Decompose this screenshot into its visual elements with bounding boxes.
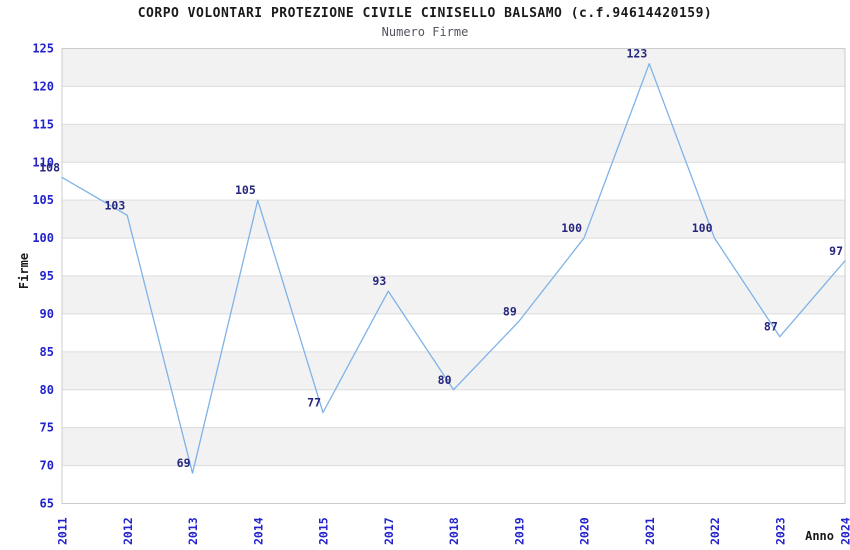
y-tick-label: 100	[32, 231, 54, 245]
x-tick-label: 2012	[121, 517, 135, 545]
x-axis-title: Anno	[805, 529, 834, 543]
x-tick-label: 2015	[317, 517, 331, 545]
data-line	[61, 63, 846, 474]
point-label: 100	[561, 221, 582, 235]
plot-band	[62, 124, 845, 163]
plot-band	[62, 276, 845, 314]
point-label: 69	[177, 456, 191, 470]
chart-title: CORPO VOLONTARI PROTEZIONE CIVILE CINISE…	[137, 6, 713, 21]
y-tick-label: 70	[40, 459, 54, 473]
y-tick-label: 80	[40, 383, 54, 397]
y-tick-label: 115	[32, 117, 54, 131]
plot-band	[62, 427, 845, 466]
y-tick-label: 95	[40, 269, 54, 283]
x-tick-label: 2024	[839, 517, 850, 545]
x-tick-label: 2014	[251, 517, 265, 545]
point-label: 89	[503, 305, 517, 319]
x-tick-label: 2022	[708, 517, 722, 545]
x-tick-label: 2023	[773, 517, 787, 545]
point-label: 105	[235, 183, 256, 197]
y-tick-label: 120	[32, 79, 54, 93]
y-axis-title: Firme	[17, 252, 32, 290]
point-label: 103	[104, 198, 125, 212]
plot-band	[62, 48, 845, 87]
x-tick-label: 2019	[512, 517, 526, 545]
point-label: 100	[692, 221, 713, 235]
x-tick-label: 2018	[447, 517, 461, 545]
point-label: 80	[438, 373, 452, 387]
point-label: 93	[372, 274, 386, 288]
y-tick-label: 75	[40, 421, 54, 435]
point-label: 123	[626, 47, 647, 61]
plot-border	[61, 48, 846, 504]
plot-band	[62, 200, 845, 239]
y-tick-label: 110	[32, 155, 54, 169]
y-tick-label: 105	[32, 193, 54, 207]
x-tick-label: 2021	[643, 517, 657, 545]
x-tick-label: 2011	[56, 517, 70, 545]
x-tick-label: 2020	[578, 517, 592, 545]
chart-subtitle: Numero Firme	[381, 25, 469, 39]
x-tick-label: 2013	[186, 517, 200, 545]
x-tick-label: 2017	[382, 517, 396, 545]
point-label: 108	[39, 160, 60, 174]
point-label: 77	[307, 396, 321, 410]
y-tick-label: 85	[40, 345, 54, 359]
y-tick-label: 65	[40, 497, 54, 511]
plot-band	[62, 351, 845, 390]
y-tick-label: 125	[32, 42, 54, 56]
point-label: 87	[764, 320, 778, 334]
y-tick-label: 90	[40, 307, 54, 321]
point-label: 97	[829, 244, 843, 258]
